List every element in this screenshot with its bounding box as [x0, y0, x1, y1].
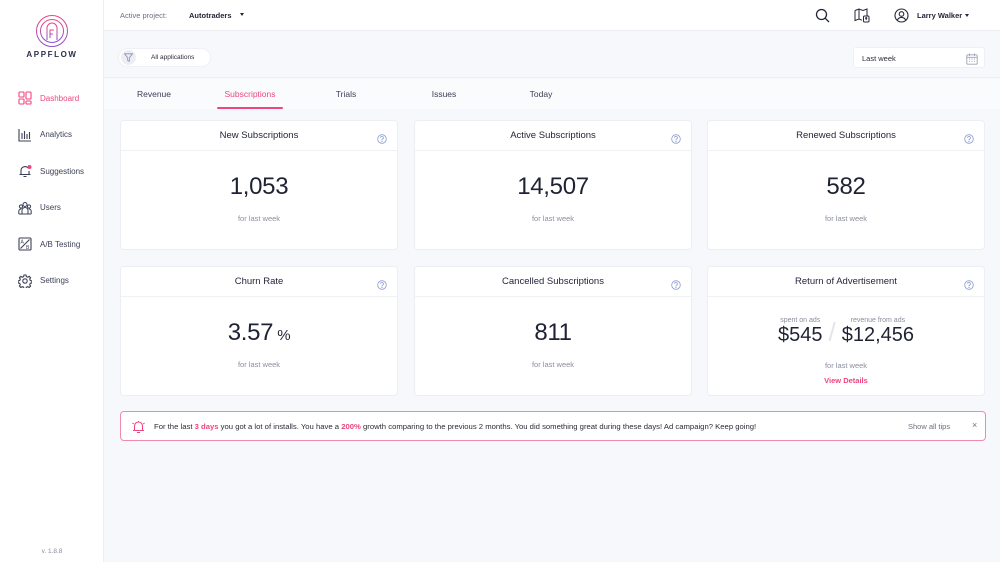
- svg-text:B: B: [26, 245, 30, 251]
- tip-text-part: you got a lot of installs. You have a: [218, 422, 342, 431]
- cancelled-subscriptions-card: Cancelled Subscriptions 811 for last wee…: [414, 266, 692, 396]
- sidebar-item-users[interactable]: Users: [0, 190, 104, 227]
- help-icon[interactable]: [671, 131, 681, 149]
- sidebar-item-label: Suggestions: [40, 166, 85, 176]
- dashboard-icon: [17, 91, 32, 106]
- tab-subscriptions[interactable]: Subscriptions: [217, 79, 283, 109]
- logo[interactable]: APPFLOW: [0, 14, 104, 59]
- close-icon[interactable]: ×: [972, 420, 978, 430]
- metric-value: 811: [534, 319, 572, 346]
- card-title: Active Subscriptions: [510, 130, 596, 141]
- filter-bar: All applications Last week: [104, 32, 1000, 78]
- show-all-tips-link[interactable]: Show all tips: [908, 422, 951, 431]
- bell-icon: [131, 419, 146, 439]
- date-range-picker[interactable]: Last week: [853, 47, 985, 68]
- tip-highlight: 3 days: [194, 422, 219, 431]
- metric-period: for last week: [237, 360, 281, 369]
- filter-icon: [121, 50, 136, 65]
- active-project-select[interactable]: Autotraders: [189, 11, 232, 20]
- user-name[interactable]: Larry Walker: [917, 11, 963, 20]
- tab-revenue[interactable]: Revenue: [136, 89, 172, 99]
- card-title: Cancelled Subscriptions: [502, 276, 604, 287]
- users-icon: [17, 200, 32, 215]
- user-avatar-icon[interactable]: [894, 8, 909, 28]
- sidebar-item-settings[interactable]: Settings: [0, 263, 104, 300]
- help-icon[interactable]: [671, 277, 681, 295]
- calendar-icon[interactable]: [966, 52, 978, 70]
- sidebar-item-label: Dashboard: [40, 93, 80, 103]
- metric-value: 3.57%: [121, 319, 397, 347]
- metric-period: for last week: [531, 360, 575, 369]
- help-icon[interactable]: [377, 277, 387, 295]
- metric-value: 582: [826, 173, 866, 200]
- view-details-link[interactable]: View Details: [824, 376, 868, 385]
- tip-highlight: 200%: [341, 422, 361, 431]
- tip-banner: For the last 3 days you got a lot of ins…: [120, 411, 986, 441]
- metric-period: for last week: [531, 214, 575, 223]
- date-range-value: Last week: [862, 54, 896, 63]
- spent-label: spent on ads: [780, 317, 821, 324]
- revenue-label: revenue from ads: [850, 317, 906, 324]
- gear-icon: [17, 273, 32, 288]
- roa-values: spent on ads $545 / revenue from ads $12…: [708, 317, 984, 346]
- metric-value: 14,507: [517, 173, 589, 200]
- spent-on-ads: spent on ads $545: [778, 317, 823, 346]
- bell-notification-icon: [17, 164, 32, 179]
- tab-trials[interactable]: Trials: [335, 89, 357, 99]
- active-project-label: Active project:: [120, 11, 168, 20]
- chevron-down-icon[interactable]: [965, 14, 969, 17]
- sidebar-item-label: A/B Testing: [40, 239, 81, 249]
- card-title: Return of Advertisement: [795, 276, 897, 287]
- card-title: Churn Rate: [234, 276, 284, 287]
- app-filter-label: All applications: [151, 54, 195, 61]
- churn-unit: %: [277, 327, 291, 344]
- return-of-advertisement-card: Return of Advertisement spent on ads $54…: [707, 266, 985, 396]
- app-filter-button[interactable]: All applications: [118, 48, 211, 67]
- tip-text-part: growth comparing to the previous 2 month…: [360, 422, 757, 431]
- tip-message: For the last 3 days you got a lot of ins…: [154, 422, 756, 431]
- brand-name: APPFLOW: [26, 50, 78, 59]
- tab-bar: Revenue Subscriptions Trials Issues Toda…: [104, 79, 1000, 109]
- divider-slash: /: [828, 317, 836, 347]
- sidebar-item-suggestions[interactable]: Suggestions: [0, 153, 104, 190]
- help-icon[interactable]: [964, 277, 974, 295]
- top-bar: Active project: Autotraders Larry Walker: [104, 0, 1000, 31]
- churn-value: 3.57: [227, 319, 274, 346]
- metric-period: for last week: [824, 214, 868, 223]
- app-version: v. 1.8.8: [41, 548, 63, 555]
- sidebar-item-label: Analytics: [40, 130, 73, 140]
- new-subscriptions-card: New Subscriptions 1,053 for last week: [120, 120, 398, 250]
- tab-issues[interactable]: Issues: [431, 89, 457, 99]
- sidebar-item-dashboard[interactable]: Dashboard: [0, 80, 104, 117]
- appflow-logo-icon: [36, 15, 68, 47]
- help-book-icon[interactable]: [854, 8, 870, 28]
- sidebar: APPFLOW Dashboard Analytics Suggestions …: [0, 0, 104, 562]
- renewed-subscriptions-card: Renewed Subscriptions 582 for last week: [707, 120, 985, 250]
- chevron-down-icon[interactable]: [240, 13, 244, 16]
- revenue-value: $12,456: [841, 324, 915, 346]
- tip-text-part: For the last: [154, 422, 195, 431]
- sidebar-item-label: Users: [40, 203, 61, 213]
- active-subscriptions-card: Active Subscriptions 14,507 for last wee…: [414, 120, 692, 250]
- revenue-from-ads: revenue from ads $12,456: [842, 317, 914, 346]
- svg-text:A: A: [20, 240, 24, 246]
- card-title: New Subscriptions: [219, 130, 299, 141]
- analytics-icon: [17, 127, 32, 142]
- card-title: Renewed Subscriptions: [796, 130, 896, 141]
- sidebar-item-label: Settings: [40, 276, 69, 286]
- sidebar-item-analytics[interactable]: Analytics: [0, 117, 104, 154]
- help-icon[interactable]: [964, 131, 974, 149]
- tab-today[interactable]: Today: [529, 89, 553, 99]
- search-icon[interactable]: [815, 8, 830, 28]
- metric-period: for last week: [237, 214, 281, 223]
- churn-rate-card: Churn Rate 3.57% for last week: [120, 266, 398, 396]
- help-icon[interactable]: [377, 131, 387, 149]
- metric-period: for last week: [824, 361, 868, 370]
- spent-value: $545: [777, 324, 823, 346]
- metric-value: 1,053: [229, 173, 289, 200]
